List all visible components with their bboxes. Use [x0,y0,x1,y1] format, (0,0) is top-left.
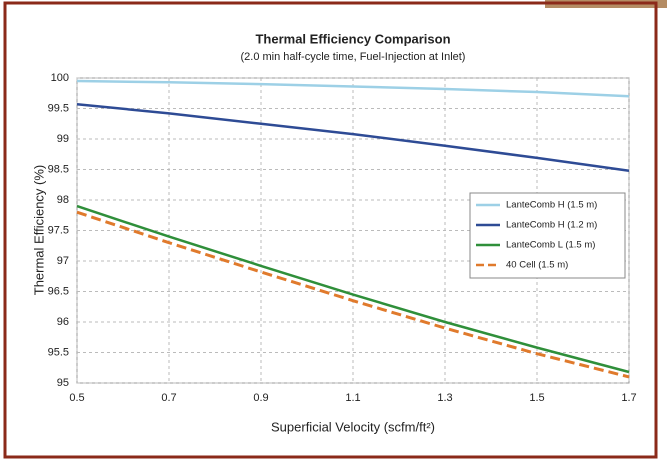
x-tick-label: 0.9 [253,392,268,404]
y-tick-label: 96 [57,316,69,328]
x-tick-label: 1.3 [437,392,452,404]
x-tick-label: 0.7 [161,392,176,404]
chart-title: Thermal Efficiency Comparison [255,31,450,46]
legend-label: LanteComb H (1.2 m) [506,220,597,231]
legend-label: 40 Cell (1.5 m) [506,260,568,271]
x-tick-label: 0.5 [69,392,84,404]
x-tick-label: 1.1 [345,392,360,404]
y-tick-label: 97 [57,255,69,267]
x-axis-label: Superficial Velocity (scfm/ft²) [271,419,435,434]
y-tick-label: 95.5 [48,346,69,358]
series-line [76,79,630,98]
y-axis-label: Thermal Efficiency (%) [31,165,46,296]
y-tick-label: 95 [57,377,69,389]
y-tick-label: 97.5 [48,224,69,236]
y-tick-label: 98.5 [48,163,69,175]
series-line [76,210,630,379]
y-tick-label: 96.5 [48,285,69,297]
y-tick-label: 98 [57,194,69,206]
chart-subtitle: (2.0 min half-cycle time, Fuel-Injection… [241,51,466,63]
series-line [76,102,630,172]
y-tick-label: 99.5 [48,102,69,114]
legend-label: LanteComb L (1.5 m) [506,240,595,251]
y-tick-label: 100 [51,72,69,84]
legend-label: LanteComb H (1.5 m) [506,200,597,211]
x-tick-label: 1.5 [529,392,544,404]
frame [3,1,658,459]
x-tick-label: 1.7 [621,392,636,404]
y-tick-label: 99 [57,133,69,145]
series-line [76,204,630,374]
